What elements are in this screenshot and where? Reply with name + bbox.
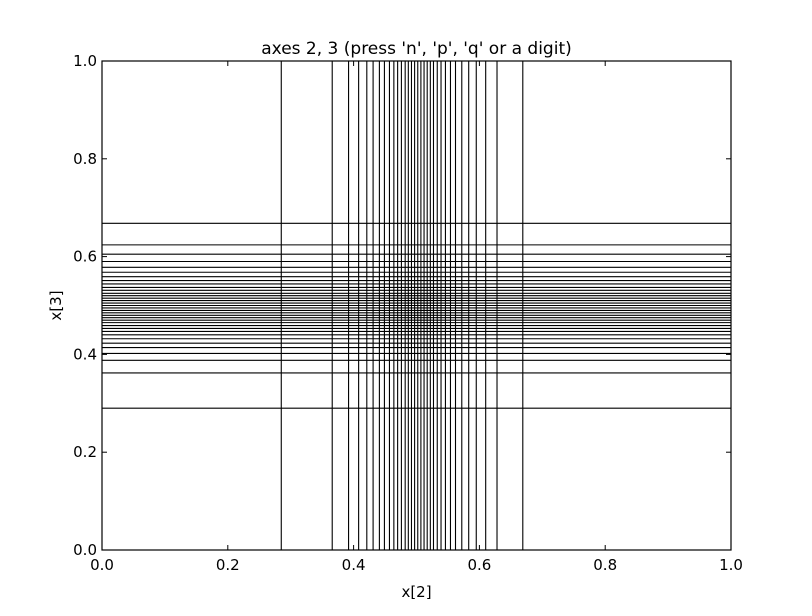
y-tick-label-3: 0.6 bbox=[73, 248, 97, 266]
x-tick-label-1: 0.2 bbox=[216, 556, 240, 574]
y-tick-label-5: 1.0 bbox=[73, 52, 97, 70]
y-tick-label-4: 0.8 bbox=[73, 150, 97, 168]
y-tick-label-0: 0.0 bbox=[73, 541, 97, 559]
x-tick-label-5: 1.0 bbox=[719, 556, 743, 574]
y-tick-label-1: 0.2 bbox=[73, 443, 97, 461]
x-tick-label-3: 0.6 bbox=[467, 556, 491, 574]
tick-labels: 0.0 0.2 0.4 0.6 0.8 1.0 0.0 0.2 0.4 0.6 0.8 1.0 bbox=[73, 52, 743, 574]
y-axis-label: x[3] bbox=[47, 290, 65, 320]
x-tick-label-2: 0.4 bbox=[342, 556, 366, 574]
data-lines bbox=[102, 61, 731, 550]
x-axis-label: x[2] bbox=[401, 583, 431, 601]
x-tick-label-0: 0.0 bbox=[90, 556, 114, 574]
x-tick-label-4: 0.8 bbox=[593, 556, 617, 574]
y-tick-label-2: 0.4 bbox=[73, 345, 97, 363]
chart-title: axes 2, 3 (press 'n', 'p', 'q' or a digi… bbox=[261, 39, 572, 59]
plot-frame bbox=[101, 60, 732, 551]
